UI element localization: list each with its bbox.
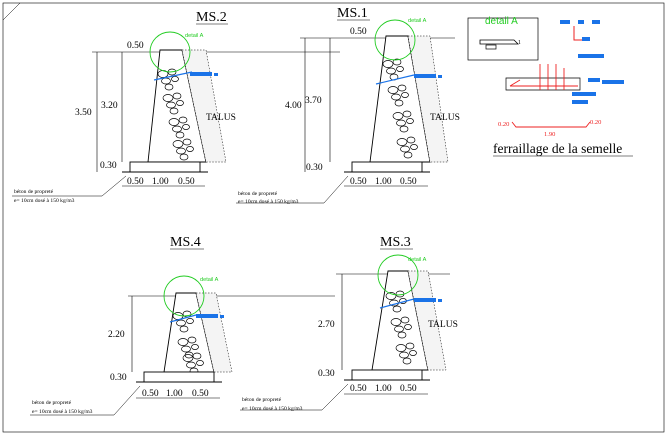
base-height-dim: 0.30 [306,163,323,173]
footing [129,161,201,173]
note-line2: e= 10cm dosé à 150 kg/m3 [32,409,93,415]
detail-circle [374,19,416,61]
wall-title: MS.4 [170,235,201,250]
svg-text:1: 1 [518,40,521,46]
note-line2: e= 10cm dosé à 150 kg/m3 [238,199,299,205]
detail-label: detail A [185,33,204,39]
top-dim: 0.50 [350,27,367,37]
detail-panel: detail A 1 0.20 0.20 1.90 ferraillage de… [467,16,633,157]
base-width-right: 0.50 [400,177,417,187]
span-dim: 1.90 [544,131,555,138]
footing [351,369,423,381]
talus-label: TALUS [430,113,460,123]
note-line1: béton de propreté [32,400,72,406]
base-width-left: 0.50 [350,384,367,394]
note-line1: béton de propreté [242,397,282,403]
wall-section-ms1: MS.1 detail A 4.00 3.70 0.50 0.30 TALUS … [236,6,460,205]
backfill-drain [407,35,449,163]
inner-height-dim: 3.70 [305,96,322,106]
detail-circle [163,275,205,317]
detail-label: detail A [408,18,427,24]
footing [143,371,215,383]
detail-circle [149,31,191,73]
wall-section-ms3: MS.3 detail A 2.70 0.30 TALUS 0.50 1.00 … [240,235,458,412]
base-width-mid: 1.00 [375,384,392,394]
base-width-mid: 1.00 [375,177,392,187]
top-dim: 0.50 [127,41,144,51]
base-height-dim: 0.30 [110,373,127,383]
base-width-mid: 1.00 [166,389,183,399]
inner-height-dim: 2.70 [318,320,335,330]
frame-corner-mark [2,2,21,21]
total-height-dim: 4.00 [285,101,302,111]
detail-caption: ferraillage de la semelle [493,141,622,156]
base-width-left: 0.50 [350,177,367,187]
right-dim: 0.20 [590,119,601,126]
base-width-left: 0.50 [127,177,144,187]
base-width-right: 0.50 [192,389,209,399]
base-height-dim: 0.30 [100,161,117,171]
note-line1: béton de propreté [238,191,278,197]
detail-label: detail A [200,277,219,283]
talus-label: TALUS [206,113,236,123]
wall-section-ms2: MS.2 detail A 3.50 3.20 0.50 0.30 TALUS … [12,10,340,204]
backfill-drain [181,49,227,163]
note-line2: e= 10cm dosé à 150 kg/m3 [14,198,75,204]
base-height-dim: 0.30 [318,369,335,379]
note-line2: e= 10cm dosé à 150 kg/m3 [242,406,303,412]
backfill-drain [195,292,233,373]
base-width-right: 0.50 [400,384,417,394]
detail-box [467,17,539,61]
talus-label: TALUS [428,320,458,330]
detail-panel-label: detail A [485,16,518,27]
inner-height-dim: 2.20 [108,330,125,340]
left-dim: 0.20 [498,121,509,128]
detail-circle [377,254,419,296]
base-width-right: 0.50 [178,177,195,187]
note-line1: béton de propreté [14,189,54,195]
wall-title: MS.1 [337,6,368,21]
footing [351,161,423,173]
detail-label: detail A [408,257,427,263]
base-width-left: 0.50 [142,389,159,399]
base-width-mid: 1.00 [152,177,169,187]
wall-title: MS.3 [380,235,411,250]
wall-section-ms4: MS.4 detail A 2.20 0.30 0.50 1.00 0.50 b… [30,235,335,416]
backfill-drain [407,270,447,371]
wall-title: MS.2 [196,10,227,25]
total-height-dim: 3.50 [75,108,92,118]
inner-height-dim: 3.20 [101,101,118,111]
